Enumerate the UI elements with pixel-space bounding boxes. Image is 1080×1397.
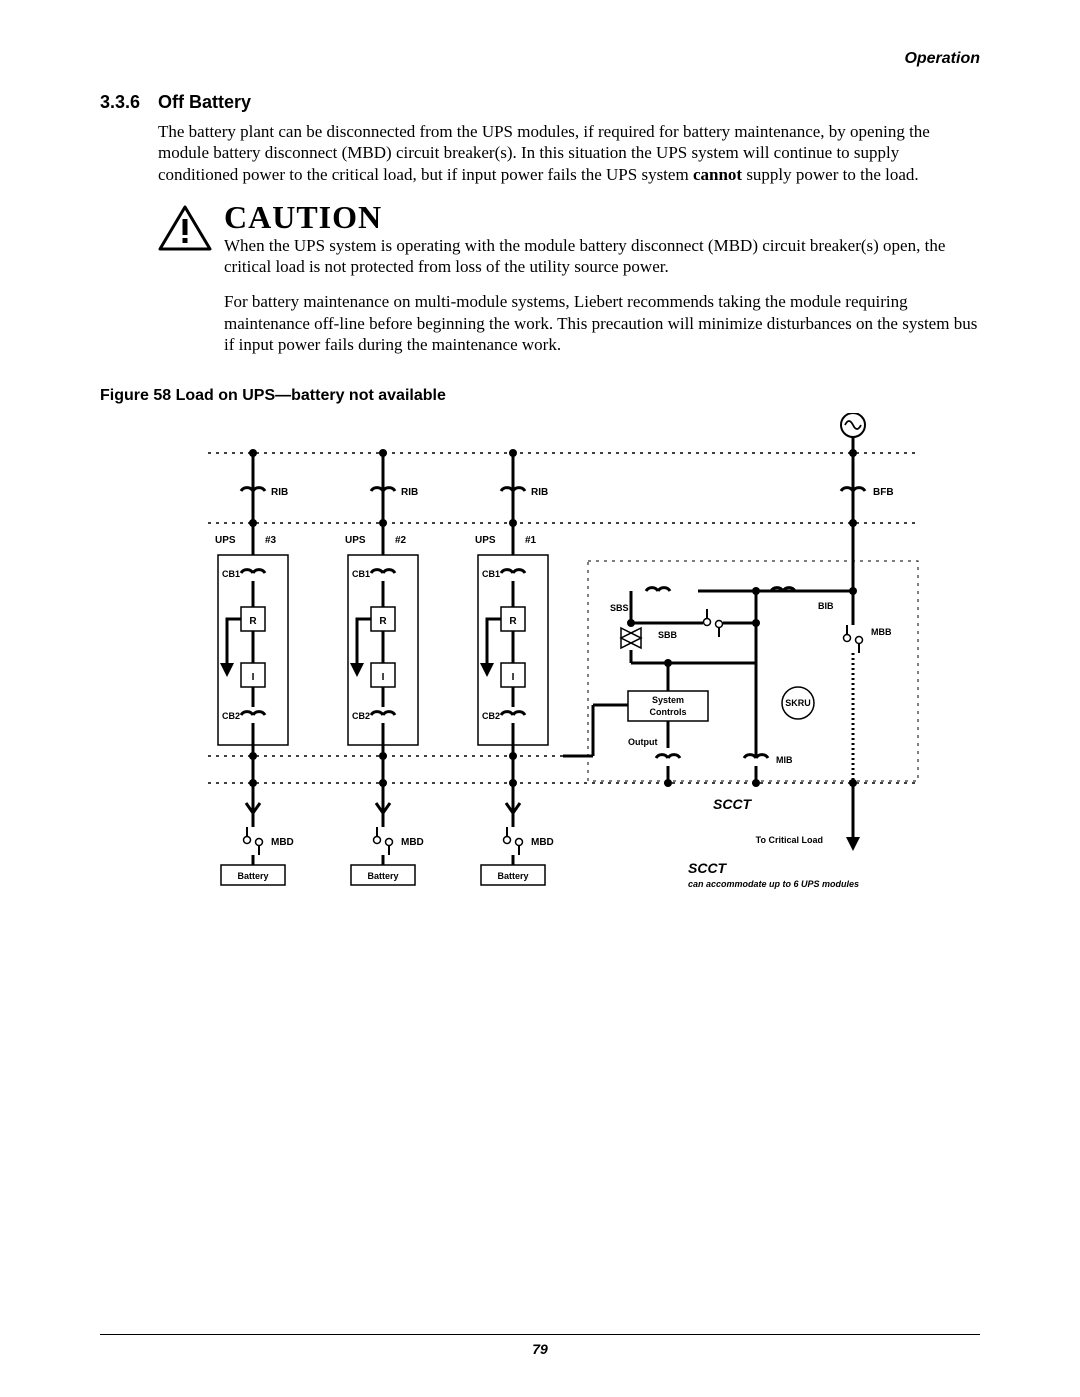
warning-icon	[158, 205, 212, 256]
svg-text:MIB: MIB	[776, 755, 793, 765]
svg-text:CB1: CB1	[482, 569, 500, 579]
svg-text:R: R	[379, 616, 387, 627]
svg-text:BIB: BIB	[818, 601, 834, 611]
svg-text:CB1: CB1	[352, 569, 370, 579]
svg-text:MBD: MBD	[271, 837, 294, 848]
svg-text:CB2: CB2	[482, 711, 500, 721]
svg-text:MBB: MBB	[871, 627, 892, 637]
caution-p2: For battery maintenance on multi-module …	[224, 291, 980, 355]
svg-text:I: I	[382, 672, 385, 683]
svg-text:CB2: CB2	[352, 711, 370, 721]
page-header: Operation	[100, 50, 980, 68]
svg-text:#1: #1	[525, 535, 537, 546]
svg-text:BFB: BFB	[873, 487, 894, 498]
svg-text:I: I	[512, 672, 515, 683]
svg-text:I: I	[252, 672, 255, 683]
circuit-diagram: RIB UPS #3 CB1 R I CB2 MBD Battery RIB UPS #2 CB1 R I C…	[158, 413, 980, 978]
svg-text:System: System	[652, 695, 684, 705]
caution-block: CAUTION When the UPS system is operating…	[158, 201, 980, 369]
svg-text:can accommodate up to 6 UPS mo: can accommodate up to 6 UPS modules	[688, 879, 859, 889]
section-number: 3.3.6	[100, 92, 140, 113]
caution-title: CAUTION	[224, 201, 980, 233]
svg-text:RIB: RIB	[271, 487, 288, 498]
svg-text:CB1: CB1	[222, 569, 240, 579]
svg-text:SBB: SBB	[658, 630, 678, 640]
svg-text:R: R	[509, 616, 517, 627]
svg-text:UPS: UPS	[475, 535, 496, 546]
svg-text:Battery: Battery	[497, 871, 528, 881]
section-title: Off Battery	[158, 92, 251, 112]
svg-text:Output: Output	[628, 737, 658, 747]
svg-text:Battery: Battery	[367, 871, 398, 881]
figure-caption: Figure 58 Load on UPS—battery not availa…	[100, 387, 980, 405]
svg-text:RIB: RIB	[531, 487, 548, 498]
svg-text:Battery: Battery	[237, 871, 268, 881]
svg-text:MBD: MBD	[531, 837, 554, 848]
svg-text:Controls: Controls	[650, 707, 687, 717]
svg-text:R: R	[249, 616, 257, 627]
svg-text:SCCT: SCCT	[713, 796, 753, 812]
page-footer: 79	[100, 1334, 980, 1357]
svg-text:SBS: SBS	[610, 603, 629, 613]
section-header: 3.3.6 Off Battery	[100, 92, 980, 113]
page-number: 79	[532, 1341, 548, 1357]
svg-text:UPS: UPS	[215, 535, 236, 546]
svg-text:UPS: UPS	[345, 535, 366, 546]
svg-text:CB2: CB2	[222, 711, 240, 721]
svg-text:SKRU: SKRU	[785, 698, 811, 708]
svg-text:#2: #2	[395, 535, 407, 546]
svg-text:#3: #3	[265, 535, 277, 546]
svg-text:SCCT: SCCT	[688, 860, 728, 876]
svg-text:MBD: MBD	[401, 837, 424, 848]
svg-text:RIB: RIB	[401, 487, 418, 498]
caution-p1: When the UPS system is operating with th…	[224, 235, 980, 278]
intro-paragraph: The battery plant can be disconnected fr…	[158, 121, 980, 185]
svg-text:To Critical Load: To Critical Load	[756, 835, 823, 845]
